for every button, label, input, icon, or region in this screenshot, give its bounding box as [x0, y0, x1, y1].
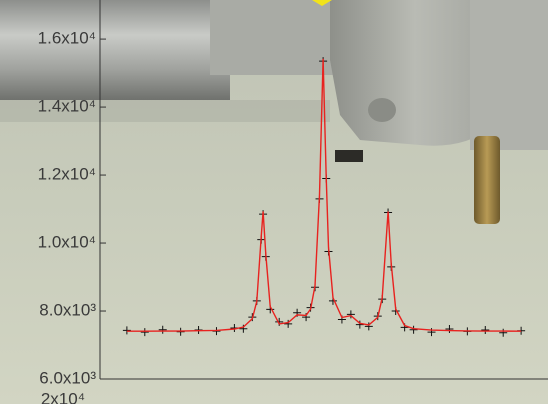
- fit-line: [126, 58, 522, 332]
- data-point: [140, 328, 149, 337]
- data-point: [355, 320, 364, 329]
- y-tick-label: 1.6x10⁴: [38, 29, 96, 48]
- y-tick-label: 6.0x10³: [39, 368, 96, 387]
- y-tick-label: 1.0x10⁴: [38, 233, 96, 252]
- data-point: [122, 326, 131, 335]
- data-point: [409, 325, 418, 334]
- data-point: [346, 310, 355, 319]
- data-point: [239, 324, 248, 333]
- data-point: [445, 325, 454, 334]
- y-tick-label: 8.0x10³: [39, 301, 96, 320]
- data-point: [158, 325, 167, 334]
- y-tick-label: 1.2x10⁴: [38, 165, 96, 184]
- data-point: [364, 322, 373, 331]
- data-point: [284, 319, 293, 328]
- data-point: [499, 328, 508, 337]
- clipped-label: 2x10⁴: [41, 389, 85, 404]
- data-point: [481, 326, 490, 335]
- y-tick-label: 1.4x10⁴: [38, 97, 96, 116]
- axes: [99, 0, 548, 380]
